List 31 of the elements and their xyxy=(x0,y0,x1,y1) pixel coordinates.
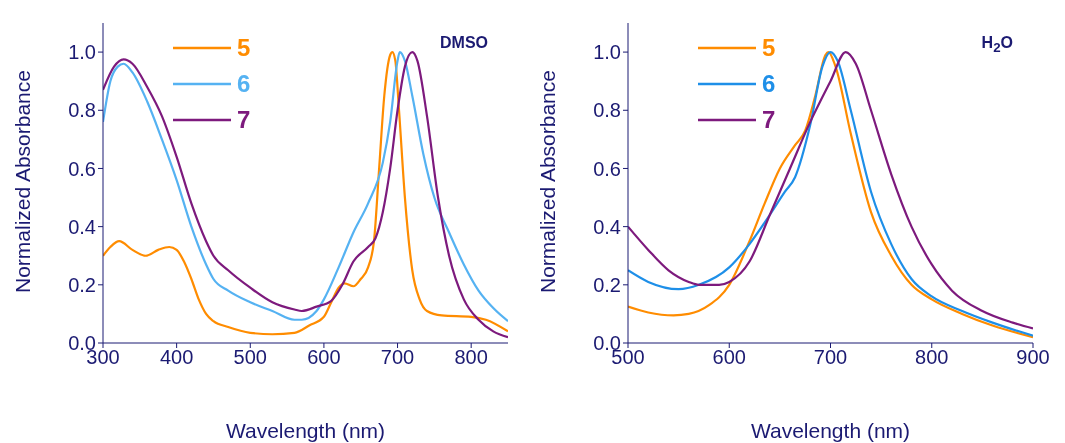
legend-label: 6 xyxy=(762,70,776,98)
legend-label: 7 xyxy=(237,106,251,134)
x-tick-label: 900 xyxy=(1016,346,1050,369)
x-tick-label: 800 xyxy=(454,346,488,369)
y-tick-label: 0.2 xyxy=(68,273,96,296)
y-axis-title: Normalized Absorbance xyxy=(536,70,560,293)
y-tick-label: 0.6 xyxy=(593,157,621,180)
x-tick-label: 800 xyxy=(915,346,949,369)
legend-label: 5 xyxy=(237,34,251,62)
x-axis-title: Wavelength (nm) xyxy=(225,419,386,442)
text: H$_{2}$O xyxy=(981,34,1013,56)
x-tick-label: 700 xyxy=(380,346,415,369)
legend-label: 5 xyxy=(762,34,776,62)
x-tick-label: 400 xyxy=(159,346,194,369)
y-axis-title: Normalized Absorbance xyxy=(11,70,35,293)
x-tick-label: 500 xyxy=(233,346,267,369)
y-tick-label: 0.8 xyxy=(68,99,96,122)
y-tick-label: 0.2 xyxy=(593,273,621,296)
text: DMSO xyxy=(440,34,488,52)
x-axis-title: Wavelength (nm) xyxy=(750,419,911,442)
y-tick-label: 1.0 xyxy=(593,41,621,64)
y-tick-label: 0.4 xyxy=(68,215,96,238)
legend-label: 6 xyxy=(237,70,251,98)
y-tick-label: 0.8 xyxy=(593,99,621,122)
y-tick-label: 0.4 xyxy=(593,215,621,238)
legend-label: 7 xyxy=(762,106,776,134)
x-tick-label: 600 xyxy=(712,346,746,369)
x-tick-label: 600 xyxy=(307,346,341,369)
y-tick-label: 1.0 xyxy=(68,41,96,64)
x-tick-label: 700 xyxy=(813,346,848,369)
y-tick-label: 0.6 xyxy=(68,157,96,180)
